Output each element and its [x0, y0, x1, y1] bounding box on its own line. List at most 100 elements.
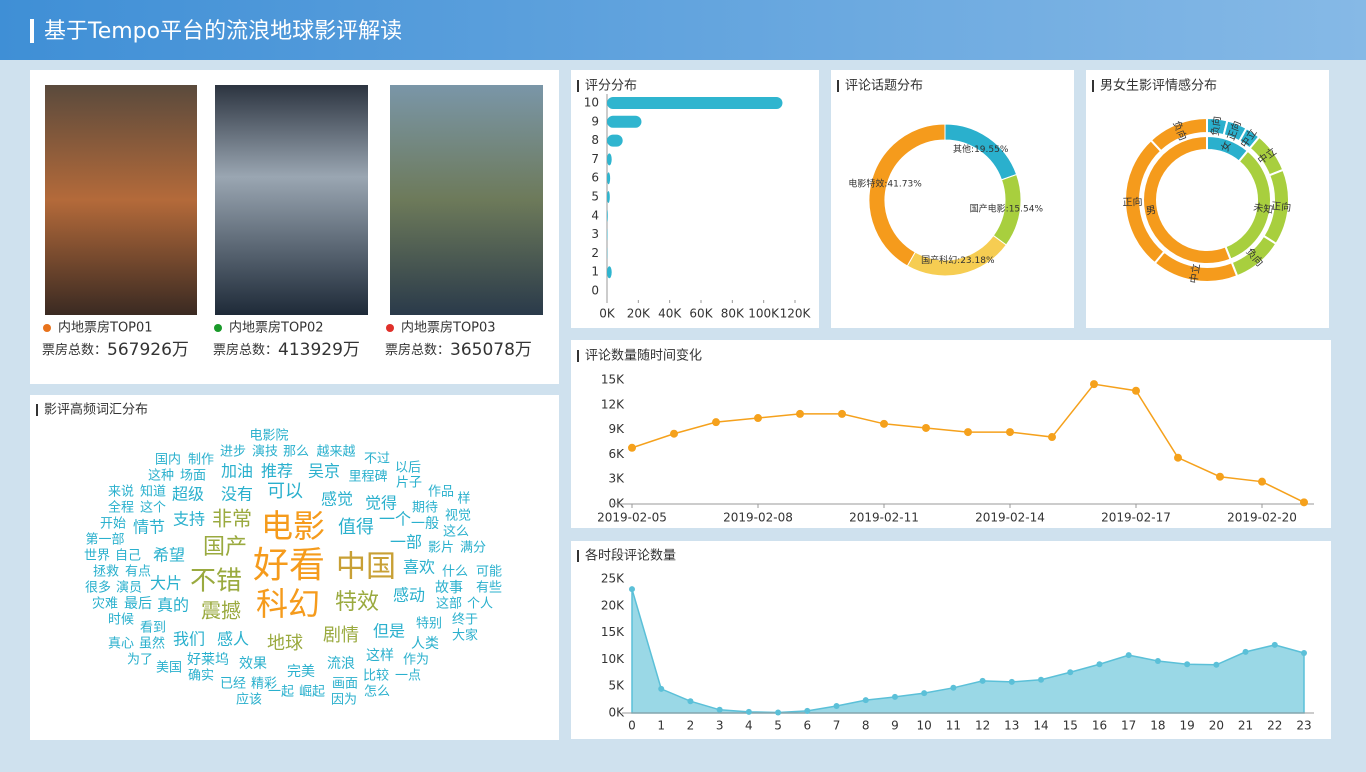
point [838, 410, 846, 418]
word: 有些 [476, 581, 502, 596]
word: 大片 [150, 574, 182, 593]
point [1213, 662, 1219, 668]
word: 感觉 [321, 490, 353, 509]
word: 效果 [239, 656, 267, 672]
point [754, 414, 762, 422]
x-tick-label: 12 [975, 719, 990, 733]
point [1216, 473, 1224, 481]
word: 演员 [116, 580, 142, 596]
word: 崛起 [299, 685, 325, 700]
bar [607, 210, 608, 222]
word: 可能 [476, 565, 502, 580]
y-tick-label: 15K [601, 625, 625, 639]
word: 这么 [443, 524, 469, 540]
x-tick-label: 5 [774, 719, 782, 733]
bar [607, 135, 623, 147]
box-office-value: 413929万 [278, 340, 360, 360]
x-tick-label: 2019-02-11 [849, 511, 919, 525]
word: 这部 [436, 596, 462, 612]
x-tick-label: 10 [917, 719, 932, 733]
y-tick-label: 10 [584, 96, 599, 110]
word: 值得 [338, 517, 374, 538]
word: 人类 [411, 636, 439, 652]
y-tick-label: 20K [601, 598, 625, 612]
word: 演技 [252, 444, 278, 460]
point [804, 708, 810, 714]
y-tick-label: 0 [591, 284, 599, 298]
box-office: 票房总数：567926万 [42, 340, 189, 360]
box-office-label: 票房总数： [385, 342, 450, 358]
panel-title: 评论话题分布 [845, 79, 923, 94]
word: 一点 [395, 669, 421, 684]
x-tick-label: 13 [1004, 719, 1019, 733]
point [880, 420, 888, 428]
movie-poster [45, 85, 197, 315]
word: 电影院 [249, 429, 288, 444]
point [863, 697, 869, 703]
word: 什么 [442, 565, 468, 580]
point [775, 709, 781, 715]
word: 全程 [108, 500, 134, 516]
word: 这个 [140, 500, 166, 516]
box-office-value: 567926万 [107, 340, 189, 360]
y-tick-label: 7 [591, 152, 599, 166]
word: 但是 [373, 622, 405, 641]
word: 知道 [140, 484, 166, 500]
x-tick-label: 2019-02-14 [975, 511, 1045, 525]
word: 个人 [467, 597, 493, 612]
word: 作为 [403, 653, 429, 668]
point [834, 703, 840, 709]
point [950, 685, 956, 691]
panel-title-accent [36, 404, 38, 416]
word: 科幻 [256, 585, 320, 623]
point [1300, 498, 1308, 506]
word: 那么 [283, 445, 309, 460]
word: 确实 [188, 669, 214, 684]
word: 比较 [363, 669, 389, 684]
word: 越来越 [316, 445, 355, 460]
word: 第一部 [85, 533, 124, 548]
panel-title-accent [577, 80, 579, 92]
word: 完美 [287, 664, 315, 680]
word: 真的 [157, 596, 189, 615]
y-tick-label: 6 [591, 171, 599, 185]
word: 片子 [396, 476, 422, 491]
point [1009, 679, 1015, 685]
point [1048, 433, 1056, 441]
panel-title: 评论数量随时间变化 [585, 348, 702, 364]
word: 推荐 [261, 462, 293, 481]
x-tick-label: 19 [1179, 719, 1194, 733]
bar [607, 266, 612, 278]
box-office-value: 365078万 [450, 340, 532, 360]
slice-label: 国产电影:15.54% [970, 203, 1044, 215]
y-tick-label: 9 [591, 114, 599, 128]
word: 灾难 [92, 596, 118, 612]
legend-dot [386, 324, 394, 332]
x-tick-label: 21 [1238, 719, 1253, 733]
x-tick-label: 14 [1033, 719, 1048, 733]
point [629, 586, 635, 592]
bar [607, 172, 610, 184]
x-tick-label: 4 [745, 719, 753, 733]
word: 超级 [172, 485, 204, 504]
x-tick-label: 2019-02-08 [723, 511, 793, 525]
point [1096, 661, 1102, 667]
bar [607, 191, 610, 203]
word: 真心 [108, 637, 134, 652]
y-tick-label: 25K [601, 572, 625, 586]
point [921, 690, 927, 696]
panel-title: 影评高频词汇分布 [44, 402, 148, 418]
panel-title: 男女生影评情感分布 [1100, 78, 1217, 94]
x-tick-label: 2 [687, 719, 695, 733]
point [1132, 387, 1140, 395]
x-tick-label: 120K [780, 307, 812, 321]
word: 国产 [203, 535, 247, 560]
x-tick-label: 2019-02-17 [1101, 511, 1171, 525]
word: 一起 [268, 685, 294, 700]
word: 地球 [267, 633, 303, 654]
word: 吴京 [308, 462, 340, 481]
panel-title-accent [577, 350, 579, 362]
box-office-label: 票房总数： [42, 342, 107, 358]
word: 支持 [173, 510, 205, 529]
